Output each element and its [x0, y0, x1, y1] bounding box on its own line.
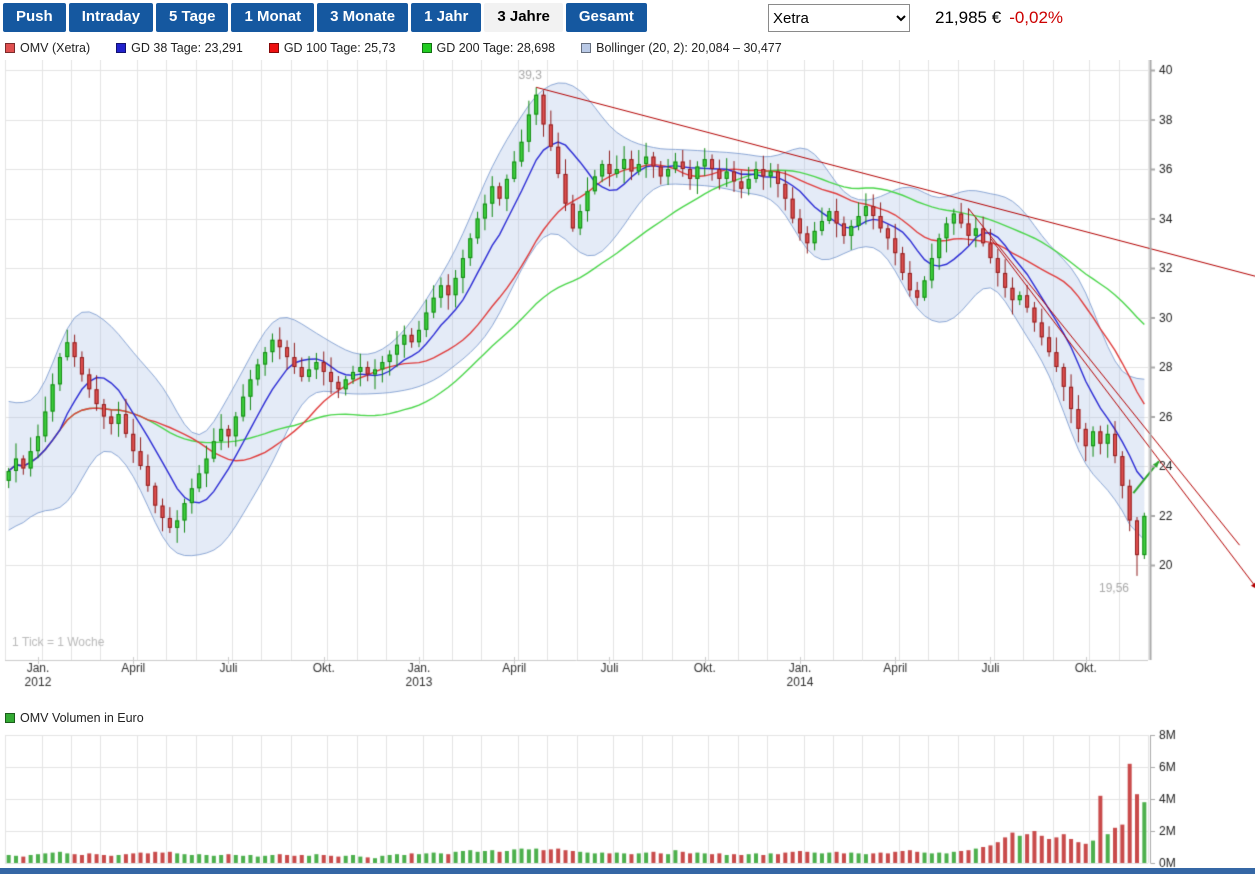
- timeframe-button-gesamt[interactable]: Gesamt: [565, 3, 647, 32]
- legend-label: OMV (Xetra): [20, 41, 91, 55]
- price-change: -0,02%: [1009, 8, 1064, 27]
- price-chart-canvas: [0, 60, 1255, 700]
- volume-chart-canvas: [0, 726, 1255, 868]
- legend-label: GD 200 Tage: 28,698: [436, 41, 556, 55]
- timeframe-button-1-monat[interactable]: 1 Monat: [231, 3, 315, 32]
- legend-swatch: [268, 43, 279, 53]
- price-display: 21,985 € -0,02%: [935, 8, 1063, 28]
- exchange-select[interactable]: Xetra: [768, 4, 910, 32]
- legend-swatch: [5, 43, 15, 53]
- legend-item-1: GD 38 Tage: 23,291: [116, 41, 243, 55]
- volume-legend-label: OMV Volumen in Euro: [20, 711, 144, 725]
- chart-legend: OMV (Xetra) GD 38 Tage: 23,291 GD 100 Tage…: [5, 41, 782, 55]
- legend-item-3: GD 200 Tage: 28,698: [421, 41, 556, 55]
- timeframe-button-push[interactable]: Push: [3, 3, 66, 32]
- timeframe-button-3-monate[interactable]: 3 Monate: [317, 3, 409, 32]
- legend-swatch: [116, 43, 127, 53]
- current-price: 21,985 €: [935, 8, 1002, 27]
- timeframe-buttons: Push Intraday 5 Tage 1 Monat 3 Monate 1 Jahr 3…: [3, 3, 647, 32]
- timeframe-button-3-jahre[interactable]: 3 Jahre: [484, 3, 563, 32]
- legend-item-0: OMV (Xetra): [5, 41, 90, 55]
- legend-label: Bollinger (20, 2): 20,084 – 30,477: [596, 41, 782, 55]
- timeframe-button-1-jahr[interactable]: 1 Jahr: [411, 3, 482, 32]
- legend-label: GD 100 Tage: 25,73: [283, 41, 396, 55]
- volume-legend: OMV Volumen in Euro: [5, 711, 144, 725]
- volume-legend-swatch: [5, 713, 15, 723]
- legend-label: GD 38 Tage: 23,291: [131, 41, 243, 55]
- legend-swatch: [421, 43, 432, 53]
- timeframe-button-intraday[interactable]: Intraday: [68, 3, 154, 32]
- timeframe-button-5-tage[interactable]: 5 Tage: [156, 3, 229, 32]
- bottom-bar: [0, 868, 1255, 874]
- legend-item-2: GD 100 Tage: 25,73: [268, 41, 396, 55]
- legend-swatch: [581, 43, 592, 53]
- legend-item-4: Bollinger (20, 2): 20,084 – 30,477: [581, 41, 782, 55]
